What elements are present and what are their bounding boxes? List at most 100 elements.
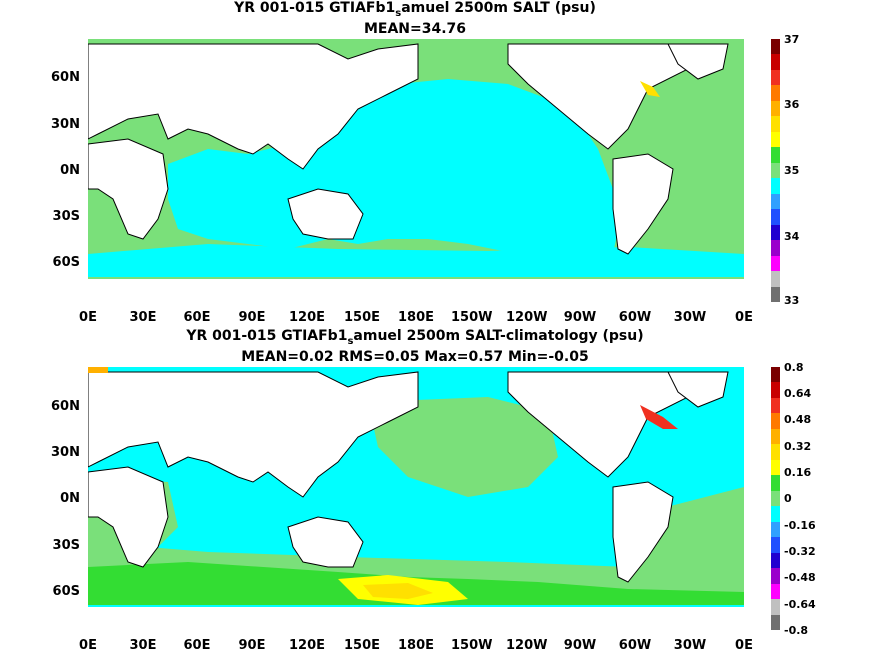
colorbar-swatch	[771, 255, 780, 272]
panel2-land	[88, 371, 729, 583]
panel1-lon-60W: 60W	[618, 310, 652, 325]
panel2-lon-30W: 30W	[673, 638, 707, 653]
panel2-stats: MEAN=0.02 RMS=0.05 Max=0.57 Min=-0.05	[241, 349, 589, 365]
colorbar-swatch	[771, 397, 780, 414]
panel1-land	[88, 43, 729, 255]
colorbar-swatch	[771, 178, 780, 194]
colorbar-swatch	[771, 599, 780, 615]
colorbar-swatch	[771, 614, 780, 630]
panel2-title: YR 001-015 GTIAFb1samuel 2500m SALT-clim…	[0, 328, 830, 350]
panel1-lon-0E: 0E	[79, 310, 97, 325]
panel2-lon-60W: 60W	[618, 638, 652, 653]
panel1-lon-150W: 150W	[451, 310, 493, 325]
panel2-lon-150E: 150E	[343, 638, 381, 653]
colorbar-swatch	[771, 537, 780, 553]
panel1-lon-150E: 150E	[343, 310, 381, 325]
panel2-cbar-label-4: 0.16	[784, 466, 812, 479]
panel1-title-post: amuel 2500m SALT (psu)	[401, 0, 596, 16]
panel1-cbar-label-33: 33	[784, 294, 800, 307]
panel1-cbar-label-37: 37	[784, 33, 800, 46]
colorbar-swatch	[771, 131, 780, 148]
colorbar-swatch	[771, 367, 780, 383]
colorbar-swatch	[771, 39, 780, 55]
panel1-cbar-label-35: 35	[784, 164, 800, 177]
colorbar-swatch	[771, 521, 780, 538]
panel1-lon-30W: 30W	[673, 310, 707, 325]
panel1-lon-30E: 30E	[129, 310, 157, 325]
panel2-cbar-label-1: 0.64	[784, 387, 812, 400]
panel2-cbar-label-10: -0.8	[784, 624, 809, 637]
panel2-lon-120E: 120E	[288, 638, 326, 653]
colorbar-swatch	[771, 224, 780, 241]
colorbar-swatch	[771, 475, 780, 491]
panel1-title-pre: YR 001-015 GTIAFb1	[234, 0, 396, 16]
panel2-anomaly-labrador	[640, 405, 678, 429]
panel2-title-sub: s	[347, 335, 354, 347]
panel1-cbar-label-34: 34	[784, 230, 800, 243]
panel1-lon-120E: 120E	[288, 310, 326, 325]
colorbar-swatch	[771, 444, 780, 460]
panel2-lon-60E: 60E	[183, 638, 211, 653]
colorbar-swatch	[771, 69, 780, 86]
panel2-lon-120W: 120W	[506, 638, 548, 653]
panel2-lat-60N: 60N	[51, 399, 80, 414]
panel2-cbar-label-7: -0.32	[784, 545, 816, 558]
panel2-lat-30S: 30S	[52, 538, 80, 553]
panel2-cbar-label-5: 0	[784, 492, 792, 505]
panel2-lon-90E: 90E	[238, 638, 266, 653]
panel2-lon-150W: 150W	[451, 638, 493, 653]
panel2-lon-0E-end: 0E	[735, 638, 753, 653]
panel1-lat-30N: 30N	[51, 117, 80, 132]
colorbar-swatch	[771, 568, 780, 584]
panel2-title-pre: YR 001-015 GTIAFb1	[186, 328, 348, 344]
colorbar-swatch	[771, 583, 780, 600]
panel1-lon-120W: 120W	[506, 310, 548, 325]
panel2-cbar-label-8: -0.48	[784, 571, 816, 584]
panel2-lat-0N: 0N	[60, 491, 80, 506]
panel2-title-post: amuel 2500m SALT-climatology (psu)	[353, 328, 644, 344]
panel2-lat-30N: 30N	[51, 445, 80, 460]
panel2-colorbar	[771, 367, 780, 630]
panel1-lon-180E: 180E	[397, 310, 435, 325]
colorbar-swatch	[771, 382, 780, 398]
panel2-cbar-label-6: -0.16	[784, 519, 816, 532]
colorbar-swatch	[771, 459, 780, 476]
panel2-cbar-label-0: 0.8	[784, 361, 804, 374]
panel1-lat-30S: 30S	[52, 209, 80, 224]
panel2-lon-180E: 180E	[397, 638, 435, 653]
panel1-lat-60S: 60S	[52, 255, 80, 270]
colorbar-swatch	[771, 552, 780, 569]
panel1-lon-0E-end: 0E	[735, 310, 753, 325]
colorbar-swatch	[771, 162, 780, 179]
panel1-lon-90W: 90W	[563, 310, 597, 325]
panel1-lat-0N: 0N	[60, 163, 80, 178]
colorbar-swatch	[771, 413, 780, 429]
panel1-lon-60E: 60E	[183, 310, 211, 325]
colorbar-swatch	[771, 240, 780, 256]
panel1-lon-90E: 90E	[238, 310, 266, 325]
colorbar-swatch	[771, 428, 780, 445]
panel2-lon-0E: 0E	[79, 638, 97, 653]
colorbar-swatch	[771, 490, 780, 507]
colorbar-swatch	[771, 54, 780, 70]
colorbar-swatch	[771, 100, 780, 117]
colorbar-swatch	[771, 147, 780, 163]
panel1-title: YR 001-015 GTIAFb1samuel 2500m SALT (psu…	[0, 0, 830, 22]
colorbar-swatch	[771, 209, 780, 225]
panel2-map	[88, 367, 744, 630]
panel2-lon-30E: 30E	[129, 638, 157, 653]
panel1-stats: MEAN=34.76	[363, 21, 467, 37]
colorbar-swatch	[771, 116, 780, 132]
panel1-cbar-label-36: 36	[784, 98, 800, 111]
panel2-anomaly-corner	[88, 367, 108, 373]
panel2-cbar-label-3: 0.32	[784, 440, 812, 453]
colorbar-swatch	[771, 286, 780, 302]
panel2-lon-90W: 90W	[563, 638, 597, 653]
panel2-cbar-label-2: 0.48	[784, 413, 812, 426]
colorbar-swatch	[771, 193, 780, 210]
panel1-anomaly-patch	[640, 81, 660, 97]
panel2-lat-60S: 60S	[52, 584, 80, 599]
panel1-map	[88, 39, 744, 302]
colorbar-swatch	[771, 85, 780, 101]
panel1-title-sub: s	[395, 7, 402, 19]
